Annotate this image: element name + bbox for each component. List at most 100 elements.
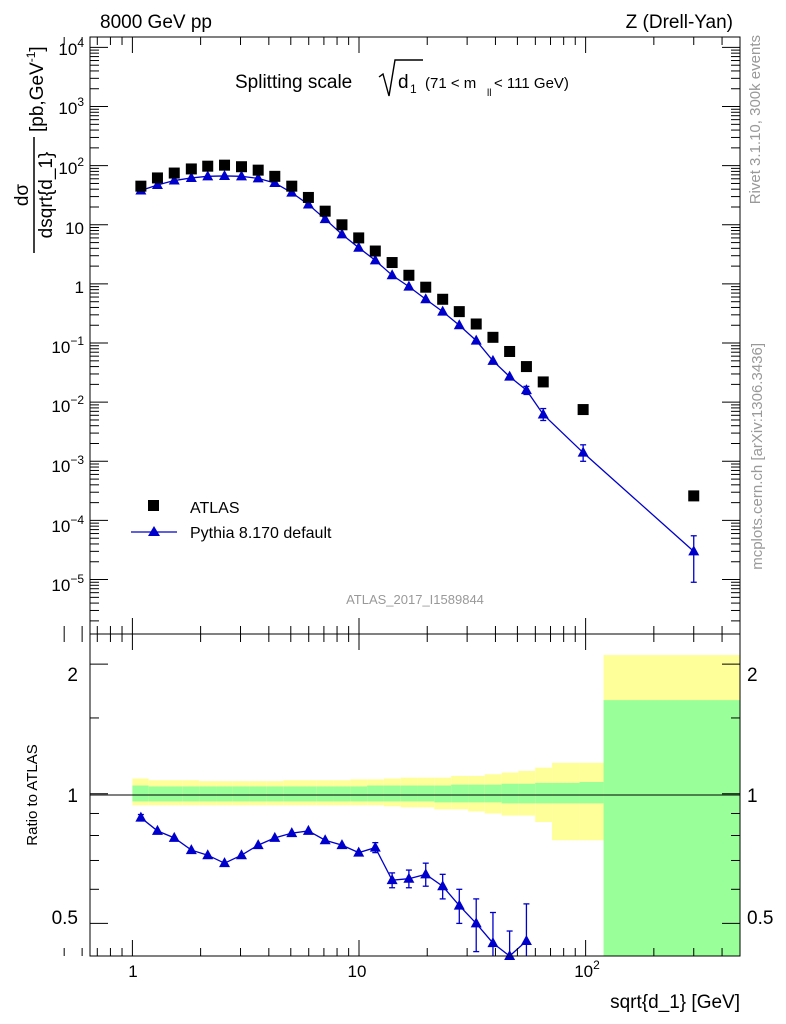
atlas-point — [185, 163, 197, 175]
ratio-point — [319, 834, 331, 845]
watermark: ATLAS_2017_I1589844 — [346, 592, 484, 607]
pythia-point — [688, 545, 700, 556]
atlas-point — [487, 331, 499, 343]
pythia-point — [420, 293, 432, 304]
ratio-axis-ticks — [63, 634, 740, 956]
ratio-point — [386, 874, 398, 885]
ratio-series — [135, 811, 532, 960]
pythia-point — [235, 170, 247, 181]
ratio-ytick-label: 0.5 — [52, 908, 78, 929]
ratio-point — [336, 839, 348, 850]
rivet-label: Rivet 3.1.10, 300k events — [747, 35, 764, 204]
pythia-point — [386, 269, 398, 280]
band-inner — [417, 785, 435, 802]
band-inner — [434, 785, 452, 803]
pythia-point — [487, 354, 499, 365]
pythia-point — [470, 334, 482, 345]
atlas-point — [386, 257, 398, 269]
band-inner — [603, 700, 740, 956]
main-panel: Splitting scale d 1 (71 < m ll < 111 GeV… — [12, 36, 741, 635]
atlas-point — [353, 232, 365, 244]
ytick-label: 10−2 — [51, 393, 84, 416]
ratio-point — [420, 868, 432, 879]
band-inner — [249, 786, 267, 802]
ratio-point — [302, 824, 314, 835]
ytick-label: 102 — [58, 155, 84, 178]
ratio-panel: Ratio to ATLAS 2 1 0.5 2 1 0.5 — [24, 633, 773, 960]
band-inner — [232, 786, 250, 802]
pythia-point — [219, 169, 231, 180]
ratio-point — [520, 935, 532, 946]
pythia-point — [151, 179, 163, 190]
band-inner — [552, 782, 580, 804]
band-inner — [316, 786, 334, 802]
xtick-label: 102 — [574, 958, 600, 981]
pythia-point — [453, 319, 465, 330]
atlas-point — [168, 167, 180, 179]
band-inner — [400, 785, 418, 802]
ratio-point — [202, 849, 214, 860]
atlas-point — [219, 159, 231, 171]
pythia-point — [520, 384, 532, 395]
ratio-point — [168, 831, 180, 842]
band-inner — [468, 784, 485, 803]
plot-title-sym: d — [398, 72, 409, 93]
ratio-point — [470, 917, 482, 928]
header-left: 8000 GeV pp — [100, 12, 212, 33]
ratio-ytick-label: 2 — [67, 665, 78, 686]
atlas-point — [577, 404, 589, 416]
main-ylabel-units-a: [pb,GeV — [27, 62, 48, 132]
main-ytick-labels: 104 103 102 10 1 10−1 10−2 10−3 10−4 10−… — [51, 36, 84, 595]
ratio-point — [353, 846, 365, 857]
atlas-point — [688, 490, 700, 502]
pythia-line — [140, 175, 695, 552]
ratio-point — [235, 849, 247, 860]
band-inner — [148, 786, 166, 802]
pythia-point — [168, 174, 180, 185]
pythia-point — [437, 305, 449, 316]
ratio-bands — [132, 655, 740, 956]
plot-title-main: Splitting scale — [235, 72, 352, 93]
ratio-point — [185, 844, 197, 855]
atlas-point — [369, 245, 381, 257]
atlas-point — [453, 306, 465, 318]
ytick-label: 104 — [58, 36, 84, 59]
main-ylabel-units: [pb,GeV-1] — [24, 46, 48, 132]
band-inner — [199, 786, 217, 802]
pythia-point — [252, 172, 264, 183]
ratio-ylabel: Ratio to ATLAS — [24, 744, 41, 845]
band-inner — [579, 782, 604, 804]
pythia-point — [202, 170, 214, 181]
atlas-point — [420, 281, 432, 293]
mcplots-label: mcplots.cern.ch [arXiv:1306.3436] — [749, 343, 766, 570]
pythia-point — [537, 408, 549, 419]
band-inner — [299, 786, 317, 802]
atlas-point — [269, 170, 281, 182]
ratio-point — [269, 831, 281, 842]
x-axis: 1 10 102 sqrt{d_1} [GeV] — [128, 958, 740, 1013]
main-axis-ticks — [63, 37, 740, 634]
band-inner — [501, 783, 519, 804]
main-ylabel-den: dsqrt{d_1} — [36, 152, 57, 239]
atlas-point — [151, 172, 163, 184]
atlas-point — [302, 191, 314, 203]
plot-title-range-a: (71 < m — [425, 75, 476, 92]
pythia-point — [302, 198, 314, 209]
pythia-point — [319, 213, 331, 224]
band-inner — [383, 785, 401, 802]
main-series — [135, 159, 700, 583]
band-inner — [535, 782, 553, 804]
ratio-point — [135, 811, 147, 822]
ratio-point — [219, 857, 231, 868]
legend-pythia-label: Pythia 8.170 default — [190, 525, 332, 542]
ratio-ytick-label: 1 — [67, 786, 78, 807]
band-inner — [451, 784, 469, 803]
plot-title-range-b: < 111 GeV) — [494, 75, 569, 92]
atlas-point — [336, 219, 348, 231]
ytick-label: 10−4 — [51, 513, 84, 536]
band-inner — [132, 785, 149, 802]
pythia-point — [336, 228, 348, 239]
pythia-point — [403, 280, 415, 291]
ratio-point — [286, 827, 298, 838]
main-ylabel-units-sup: -1 — [24, 51, 38, 62]
